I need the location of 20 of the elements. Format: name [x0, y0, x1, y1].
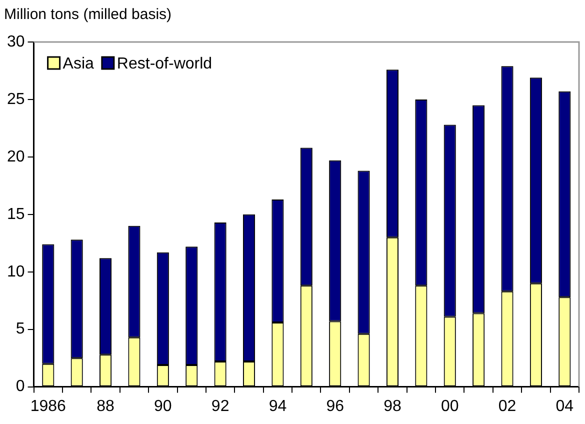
x-tick-label: 94	[268, 398, 287, 415]
y-tick-label: 10	[7, 263, 25, 280]
x-tick-label: 1986	[30, 398, 66, 415]
y-axis-title: Million tons (milled basis)	[4, 6, 172, 23]
x-tick-label: 00	[440, 398, 459, 415]
y-tick-label: 0	[16, 378, 25, 396]
x-tick-label: 98	[384, 398, 402, 415]
y-tick-label: 20	[7, 148, 25, 166]
y-tick-label: 25	[7, 90, 25, 108]
y-tick-label: 15	[7, 206, 25, 223]
y-tick-label: 30	[7, 33, 25, 50]
x-tick-label: 92	[211, 398, 230, 415]
y-tick-label: 5	[16, 320, 25, 338]
legend-label: Rest-of-world	[116, 55, 212, 72]
x-tick-label: 88	[96, 398, 115, 415]
x-tick-label: 96	[326, 398, 344, 415]
legend-label: Asia	[62, 55, 94, 72]
x-tick-label: 90	[154, 398, 172, 415]
x-tick-label: 02	[498, 398, 516, 415]
x-tick-label: 04	[556, 398, 574, 415]
